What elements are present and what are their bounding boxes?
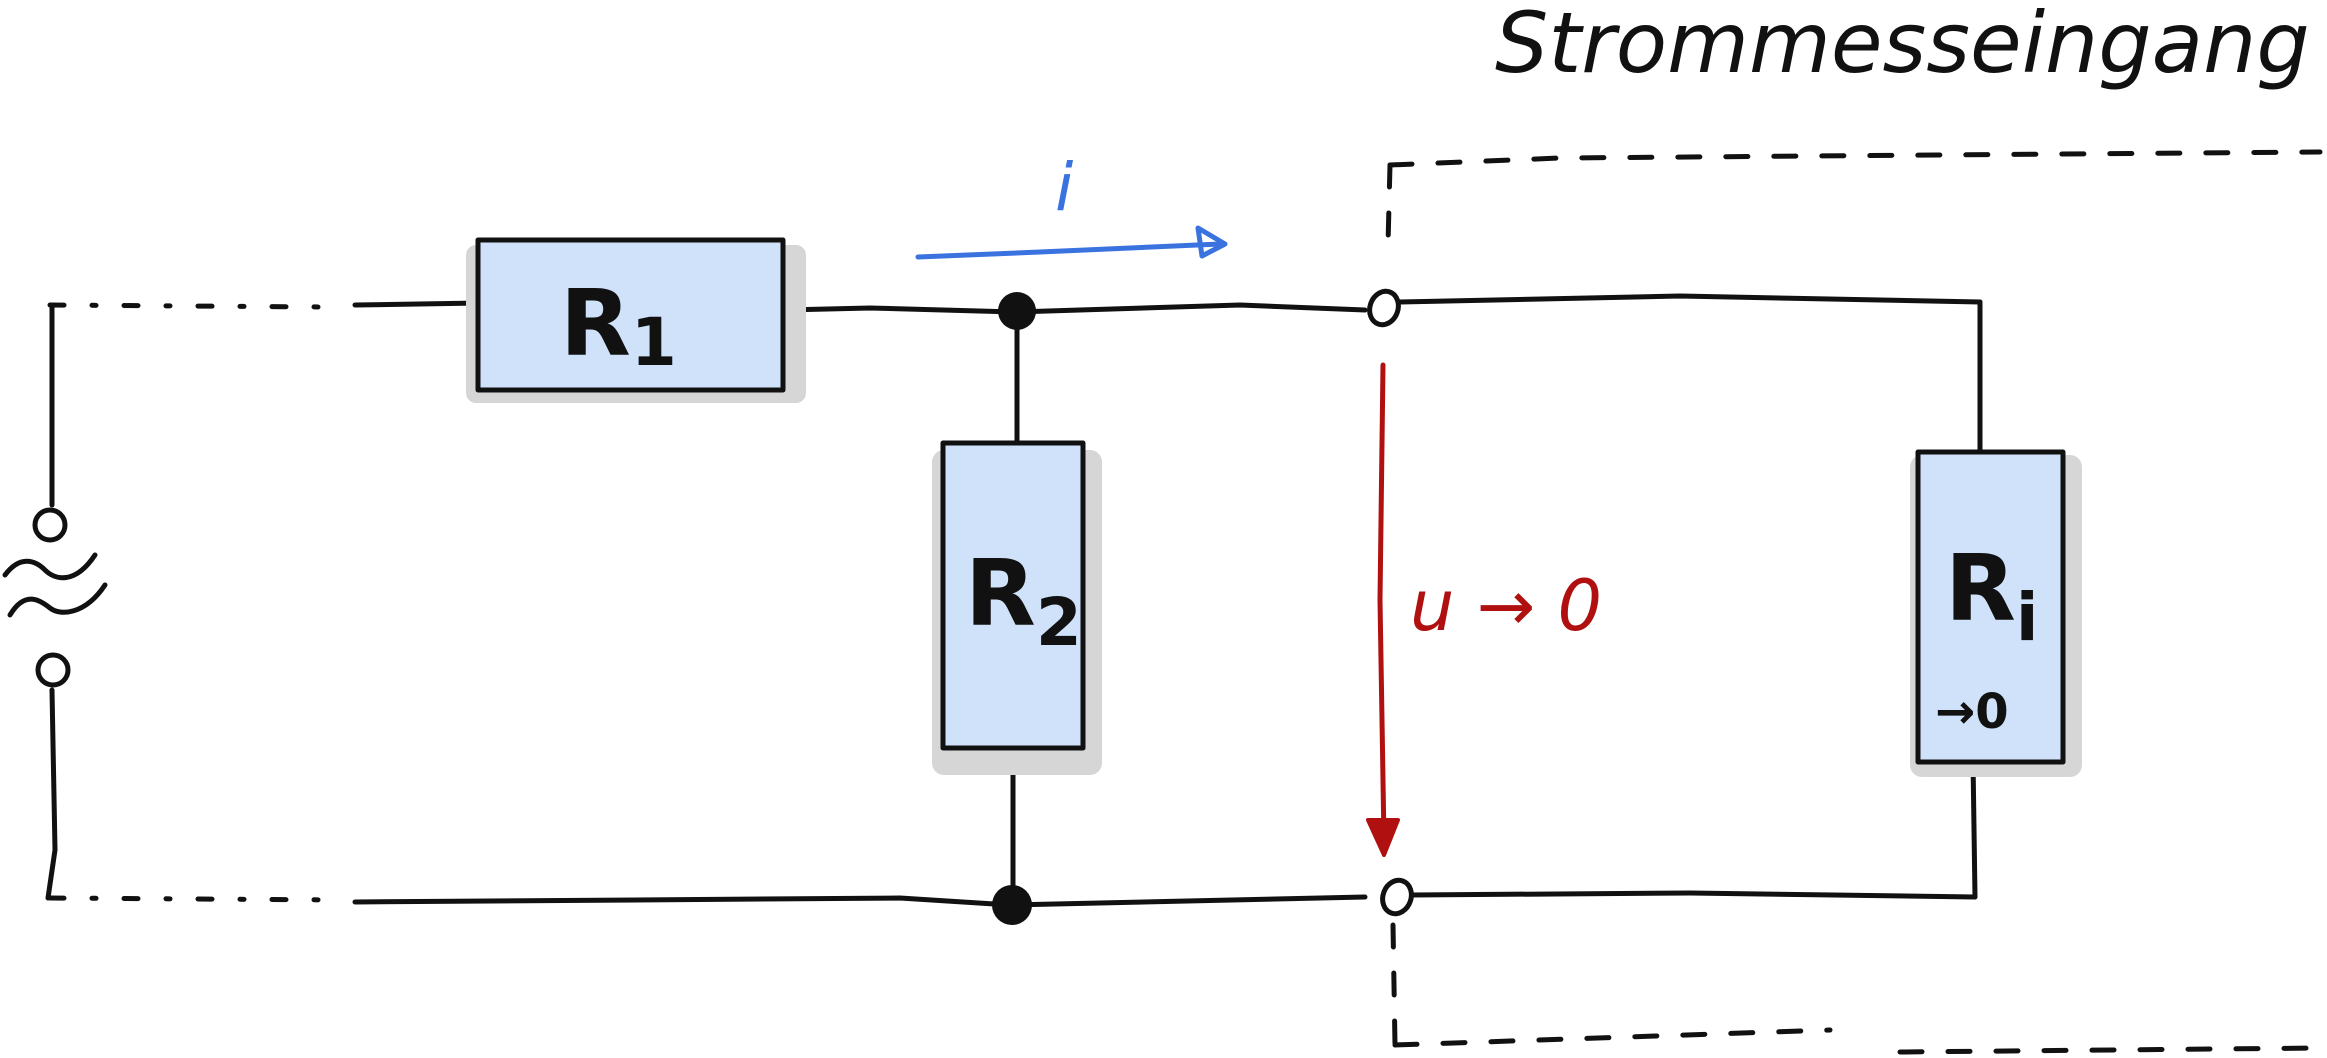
resistor-ri: Ri →0 xyxy=(1910,449,2082,777)
resistor-r1-subscript: 1 xyxy=(631,304,677,381)
current-arrow xyxy=(915,241,1223,260)
voltage-arrowhead xyxy=(1366,818,1400,857)
resistor-r1: R1 xyxy=(466,237,806,403)
source-terminal-bottom xyxy=(35,652,71,688)
resistor-ri-note: →0 xyxy=(1935,684,2009,740)
voltage-label: u → 0 xyxy=(1410,565,1602,647)
resistor-ri-label: R xyxy=(1945,535,2016,642)
voltage-arrow xyxy=(1377,362,1387,843)
source-top-lead xyxy=(47,302,328,310)
bottom-wire-mid xyxy=(1007,894,1368,908)
junction-bottom xyxy=(992,885,1032,925)
current-label: i xyxy=(1055,149,1074,226)
resistor-r1-label: R xyxy=(560,270,631,377)
measurement-input-box xyxy=(1385,149,2323,1055)
top-wire-left xyxy=(352,300,483,308)
junction-top xyxy=(998,292,1036,330)
current-arrowhead xyxy=(1195,225,1228,259)
source-bottom-lead xyxy=(47,895,348,903)
input-terminal-top xyxy=(1367,288,1401,328)
resistor-r2: R2 xyxy=(932,440,1102,775)
ri-bottom-lead xyxy=(1970,757,1978,900)
input-terminal-bottom xyxy=(1380,877,1414,917)
resistor-r2-subscript: 2 xyxy=(1036,584,1082,661)
resistor-r2-label: R xyxy=(965,540,1036,647)
tilde-icon xyxy=(2,552,98,581)
svg-text:R1: R1 xyxy=(560,270,677,381)
resistor-ri-subscript: i xyxy=(2016,579,2039,656)
ac-source xyxy=(2,302,108,901)
svg-text:Ri: Ri xyxy=(1945,535,2038,656)
bottom-wire-left xyxy=(352,895,1013,908)
svg-text:R2: R2 xyxy=(965,540,1082,661)
bottom-wire-right xyxy=(1409,890,1978,900)
source-terminal-top xyxy=(32,507,68,543)
top-wire-right xyxy=(1397,293,1983,305)
tilde-icon-2 xyxy=(7,582,108,618)
measurement-input-title: Strommesseingang xyxy=(1495,0,2310,92)
top-wire-mid xyxy=(782,302,1368,315)
